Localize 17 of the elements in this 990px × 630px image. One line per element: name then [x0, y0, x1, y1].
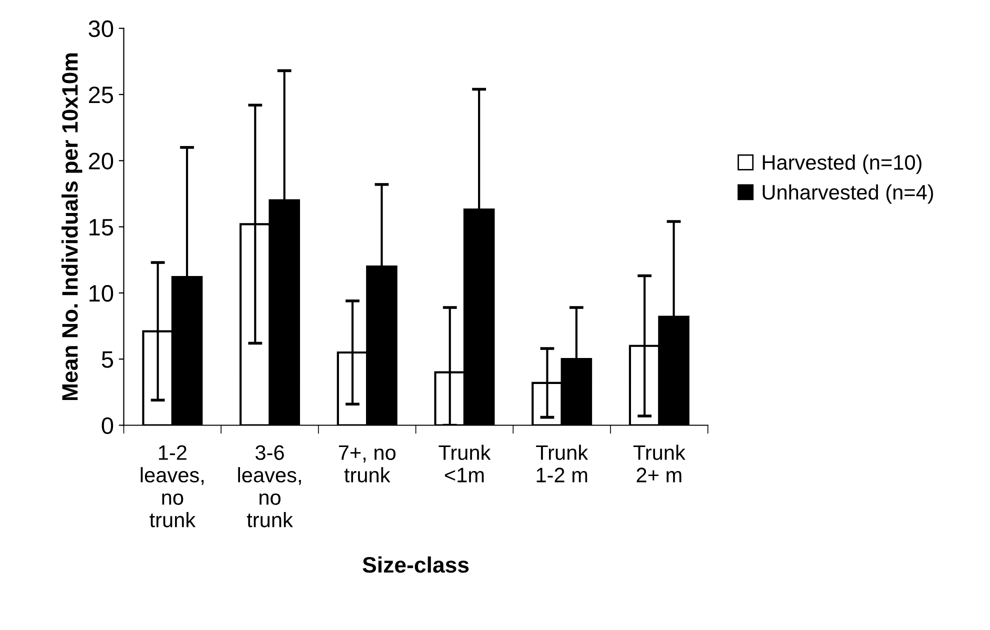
y-tick-label: 5 — [102, 351, 114, 368]
y-tick-label: 30 — [88, 20, 114, 38]
y-tick-label: 0 — [102, 417, 114, 434]
x-axis-title: Size-class — [362, 556, 469, 573]
x-tick-label: Trunk 2+ m — [633, 444, 686, 482]
y-tick-label: 25 — [88, 86, 114, 104]
y-tick-label: 20 — [88, 152, 114, 170]
x-tick-label: 3-6 leaves, no trunk — [238, 445, 301, 528]
legend-label: Harvested (n=10) — [762, 154, 922, 174]
legend-label: Unharvested (n=4) — [762, 184, 934, 204]
x-tick-label: 7+, no trunk — [338, 445, 396, 482]
x-tick-label: Trunk 1-2 m — [536, 444, 588, 482]
y-tick-label: 10 — [90, 285, 114, 302]
y-axis-title: Mean No. Individuals per 10x10m — [61, 53, 82, 400]
y-tick-label: 15 — [90, 219, 114, 236]
x-tick-label: 1-2 leaves, no trunk — [140, 445, 204, 528]
x-tick-label: Trunk <1m — [438, 444, 491, 482]
